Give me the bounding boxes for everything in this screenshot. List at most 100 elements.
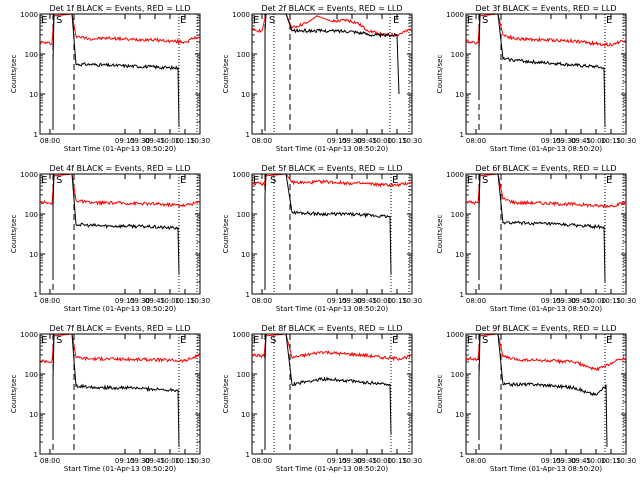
y-tick-label: 100 [237, 211, 250, 219]
lld-series-line [252, 174, 412, 188]
series-group [252, 14, 412, 131]
y-tick-label: 1000 [20, 171, 38, 179]
x-tick-label: 09:15 [327, 137, 347, 145]
chart-title: Det 9f BLACK = Events, RED = LLD [475, 324, 616, 333]
x-tick-label: 10:15 [387, 297, 407, 305]
lld-series-line [466, 174, 626, 209]
eclipse-label: E [180, 15, 186, 26]
plot-frame [465, 13, 627, 135]
chart-panel: Det 9f BLACK = Events, RED = LLD 1 10 100 10… [436, 324, 636, 473]
x-tick-label: 10:15 [601, 297, 621, 305]
x-tick-label: 10:30 [616, 137, 636, 145]
lld-series-line [40, 334, 200, 364]
chart-title: Det 5f BLACK = Events, RED = LLD [261, 164, 402, 173]
y-axis-label: Counts/sec [10, 55, 18, 94]
series-group [466, 174, 626, 282]
y-tick-label: 1000 [232, 171, 250, 179]
x-axis-label: Start Time (01-Apr-13 08:50:20) [64, 305, 176, 313]
y-tick-label: 100 [451, 371, 464, 379]
x-tick-label: 09:15 [327, 297, 347, 305]
events-series-line [52, 14, 180, 127]
y-axis-label: Counts/sec [436, 215, 444, 254]
eclipse-label: E [467, 15, 473, 26]
x-tick-label: 09:45 [571, 297, 591, 305]
y-axis-label: Counts/sec [222, 375, 230, 414]
x-axis-label: Start Time (01-Apr-13 08:50:20) [64, 465, 176, 473]
x-tick-label: 10:30 [190, 457, 210, 465]
chart-title: Det 6f BLACK = Events, RED = LLD [475, 164, 616, 173]
x-tick-label: 09:30 [130, 457, 150, 465]
x-tick-label: 09:15 [115, 297, 135, 305]
y-tick-label: 10 [455, 251, 464, 259]
x-tick-label: 09:30 [556, 137, 576, 145]
y-tick-label: 10 [29, 91, 38, 99]
chart-panel: Det 6f BLACK = Events, RED = LLD 1 10 100 10… [436, 164, 636, 313]
chart-panel: Det 7f BLACK = Events, RED = LLD 1 10 100 10… [10, 324, 210, 473]
events-series-line [264, 14, 400, 131]
lld-series-line [40, 14, 200, 46]
y-tick-label: 10 [29, 411, 38, 419]
y-tick-label: 100 [451, 211, 464, 219]
saa-label: S [482, 335, 488, 346]
y-tick-label: 10 [241, 251, 250, 259]
y-tick-label: 10 [455, 91, 464, 99]
events-series-line [52, 334, 180, 447]
y-axis-label: Counts/sec [10, 215, 18, 254]
x-axis-label: Start Time (01-Apr-13 08:50:20) [276, 145, 388, 153]
series-group [252, 174, 412, 287]
x-tick-label: 09:15 [541, 297, 561, 305]
x-tick-label: 09:15 [541, 457, 561, 465]
eclipse-label: E [393, 15, 399, 26]
saa-label: S [269, 15, 275, 26]
x-tick-label: 09:30 [556, 297, 576, 305]
plot-frame [39, 333, 201, 455]
x-tick-label: 10:15 [175, 297, 195, 305]
x-tick-label: 09:30 [556, 457, 576, 465]
x-tick-label: 09:30 [342, 297, 362, 305]
x-tick-label: 08:00 [40, 457, 60, 465]
y-tick-label: 1 [34, 451, 38, 459]
saa-label: S [56, 175, 62, 186]
x-tick-label: 10:00 [372, 297, 392, 305]
y-tick-label: 100 [237, 371, 250, 379]
x-tick-label: 09:45 [357, 137, 377, 145]
lld-series-line [466, 14, 626, 47]
saa-label: S [482, 15, 488, 26]
x-tick-label: 08:00 [252, 137, 272, 145]
saa-label: S [270, 175, 276, 186]
x-axis-label: Start Time (01-Apr-13 08:50:20) [276, 305, 388, 313]
y-tick-label: 1000 [446, 11, 464, 19]
x-axis-label: Start Time (01-Apr-13 08:50:20) [490, 465, 602, 473]
x-tick-label: 08:00 [40, 297, 60, 305]
x-tick-label: 10:30 [402, 297, 422, 305]
y-tick-label: 1 [34, 131, 38, 139]
x-tick-label: 10:00 [586, 457, 606, 465]
events-series-line [478, 334, 608, 447]
x-tick-label: 09:45 [357, 297, 377, 305]
eclipse-label: E [253, 15, 259, 26]
y-axis-label: Counts/sec [222, 55, 230, 94]
y-tick-label: 1000 [232, 331, 250, 339]
eclipse-label: E [606, 175, 612, 186]
y-tick-label: 1 [246, 451, 250, 459]
x-tick-label: 10:30 [616, 457, 636, 465]
chart-panel: Det 2f BLACK = Events, RED = LLD 1 10 100 10… [222, 4, 422, 153]
y-tick-label: 100 [25, 371, 38, 379]
y-tick-label: 1 [246, 131, 250, 139]
x-tick-label: 09:30 [130, 297, 150, 305]
x-tick-label: 08:00 [40, 137, 60, 145]
x-tick-label: 10:15 [387, 457, 407, 465]
events-series-line [264, 174, 392, 287]
saa-label: S [270, 335, 276, 346]
y-tick-label: 1 [34, 291, 38, 299]
eclipse-label: E [41, 335, 47, 346]
x-tick-label: 10:15 [175, 457, 195, 465]
y-tick-label: 100 [25, 51, 38, 59]
series-group [40, 174, 200, 275]
lld-series-line [466, 334, 626, 372]
plot-frame [465, 333, 627, 455]
lld-series-line [252, 14, 412, 37]
x-tick-label: 10:00 [372, 457, 392, 465]
x-tick-label: 09:15 [115, 457, 135, 465]
y-tick-label: 100 [25, 211, 38, 219]
